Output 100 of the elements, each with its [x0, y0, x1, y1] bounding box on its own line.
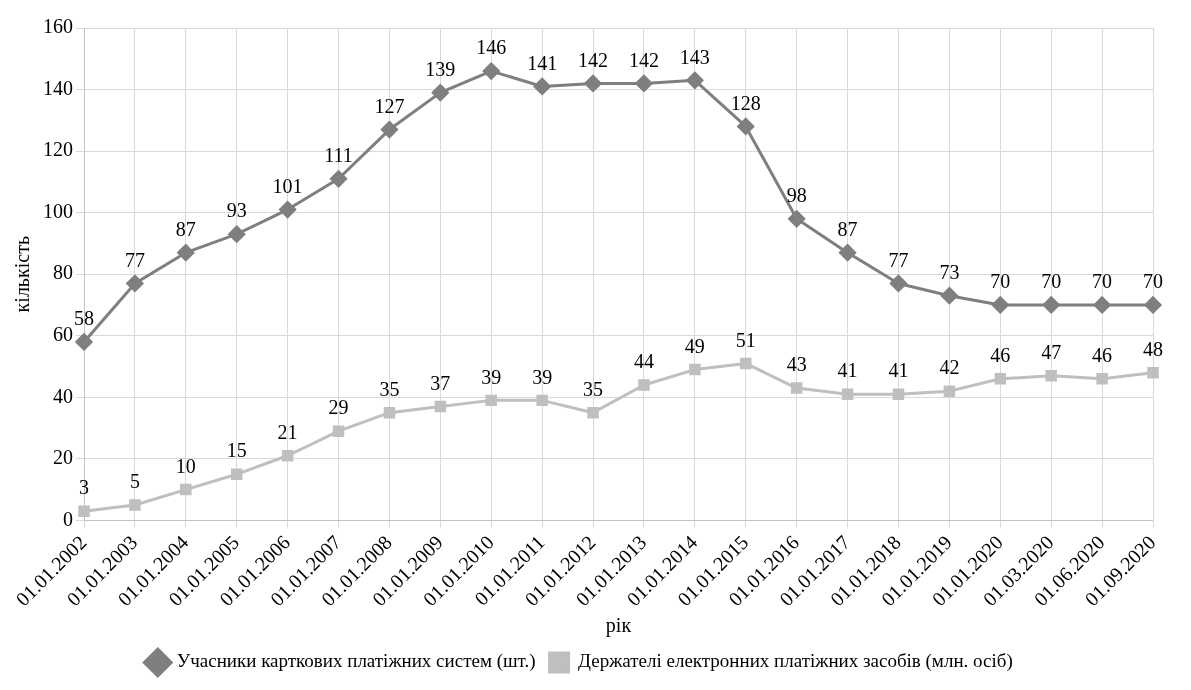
- point: [78, 505, 90, 517]
- x-axis-title: рік: [605, 614, 632, 638]
- data-label: 42: [939, 356, 960, 379]
- data-label: 41: [837, 359, 858, 382]
- point: [638, 379, 650, 391]
- point: [841, 388, 854, 400]
- data-label: 41: [888, 359, 909, 382]
- point: [940, 287, 958, 305]
- data-label: 44: [633, 350, 654, 373]
- point: [991, 296, 1009, 314]
- y-tick-label: 120: [43, 138, 73, 161]
- legend-label: Держателі електронних платіжних засобів (млн. осіб): [578, 650, 1013, 673]
- data-label: 70: [1041, 270, 1062, 293]
- data-label: 58: [74, 307, 94, 330]
- data-label: 142: [578, 48, 609, 71]
- point: [737, 117, 755, 135]
- data-label: 35: [379, 377, 400, 400]
- data-label: 77: [124, 248, 145, 271]
- point: [635, 74, 653, 92]
- data-label: 21: [277, 421, 298, 444]
- point: [689, 363, 701, 376]
- data-label: 127: [374, 94, 405, 117]
- data-label: 37: [430, 371, 451, 394]
- data-label: 87: [837, 217, 858, 240]
- data-label: 3: [79, 476, 89, 499]
- point: [1144, 296, 1162, 314]
- data-label: 93: [226, 199, 247, 222]
- point: [482, 62, 500, 80]
- y-tick-label: 0: [63, 507, 73, 530]
- data-label: 87: [175, 217, 196, 240]
- point: [228, 225, 246, 243]
- data-label: 10: [175, 454, 196, 477]
- point: [1093, 296, 1111, 314]
- y-tick-label: 160: [43, 15, 73, 38]
- y-tick-label: 60: [53, 322, 73, 345]
- point: [230, 468, 243, 480]
- point: [332, 425, 345, 437]
- point: [536, 394, 548, 407]
- data-label: 111: [324, 144, 353, 167]
- y-tick-label: 140: [43, 76, 73, 99]
- point: [1042, 296, 1060, 314]
- data-label: 5: [129, 470, 140, 493]
- point: [177, 244, 195, 262]
- data-label: 47: [1041, 341, 1062, 363]
- data-label: 98: [786, 184, 807, 207]
- point: [584, 74, 602, 92]
- y-axis-title: кількість: [11, 236, 34, 313]
- data-label: 70: [990, 270, 1011, 293]
- point: [533, 77, 551, 95]
- point: [790, 382, 803, 394]
- point: [485, 394, 497, 407]
- data-label: 49: [684, 334, 705, 357]
- data-label: 15: [226, 439, 247, 462]
- point: [943, 385, 956, 397]
- data-label: 39: [532, 365, 553, 388]
- point: [129, 499, 141, 511]
- y-tick-label: 80: [53, 261, 73, 284]
- data-label: 29: [328, 396, 349, 419]
- data-label: 39: [481, 365, 502, 388]
- data-label: 141: [527, 51, 558, 74]
- data-label: 70: [1092, 270, 1113, 293]
- data-label: 77: [888, 248, 909, 271]
- data-label: 142: [628, 48, 659, 71]
- data-label: 46: [990, 344, 1011, 367]
- point: [431, 84, 449, 102]
- data-label: 73: [939, 260, 960, 283]
- data-label: 35: [583, 377, 604, 400]
- y-tick-label: 20: [53, 446, 73, 469]
- point: [1045, 370, 1057, 382]
- point: [686, 71, 704, 89]
- point: [1096, 373, 1108, 385]
- data-label: 48: [1143, 337, 1163, 360]
- data-label: 128: [730, 91, 761, 114]
- data-label: 146: [476, 36, 507, 59]
- point: [892, 388, 905, 400]
- point: [281, 450, 294, 462]
- legend-label: Учасники карткових платіжних систем (шт.): [176, 650, 536, 673]
- data-label: 43: [786, 353, 807, 376]
- point: [180, 483, 192, 496]
- data-label: 101: [272, 174, 303, 197]
- y-tick-label: 100: [43, 199, 73, 222]
- data-label: 139: [425, 57, 456, 80]
- data-label: 70: [1143, 270, 1163, 293]
- y-tick-label: 40: [53, 384, 73, 407]
- data-label: 143: [679, 45, 710, 68]
- point: [380, 121, 398, 139]
- point: [279, 201, 297, 219]
- point: [889, 274, 907, 292]
- point: [126, 274, 144, 292]
- point: [383, 406, 396, 419]
- point: [839, 244, 857, 262]
- data-label: 51: [735, 328, 756, 351]
- point: [330, 170, 348, 188]
- point: [1147, 366, 1159, 379]
- point: [434, 400, 447, 413]
- point: [740, 357, 752, 370]
- data-label: 46: [1092, 344, 1113, 367]
- point: [788, 210, 806, 228]
- point: [75, 333, 93, 351]
- point: [994, 373, 1007, 385]
